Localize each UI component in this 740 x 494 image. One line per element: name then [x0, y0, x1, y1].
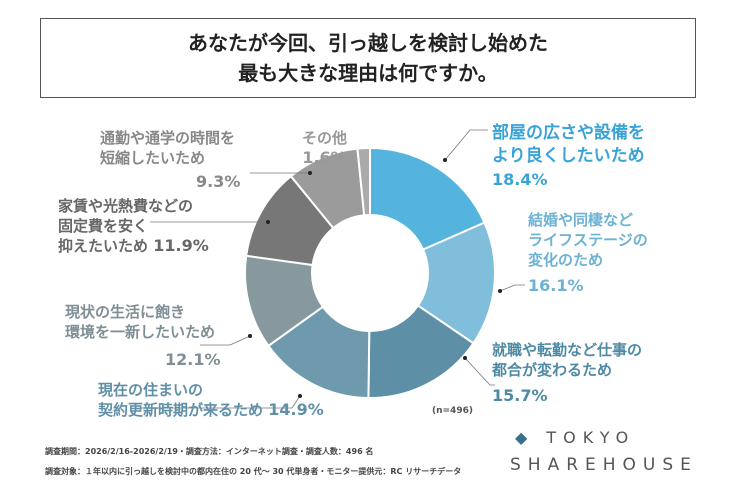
title-line-1: あなたが今回、引っ越しを検討し始めた: [188, 31, 548, 55]
leader-dot-1: [498, 289, 502, 293]
leader-dot-0: [443, 158, 447, 162]
label-slice-2: 就職や転勤など仕事の 都合が変わるため 15.7%: [492, 341, 643, 405]
label-slice-6: 通勤や通学の時間を 短縮したいため 9.3%: [100, 129, 241, 191]
leader-line-0: [444, 129, 488, 161]
leader-line-2: [464, 357, 495, 386]
label-slice-5: 家賃や光熱費などの 固定費を安く 抑えたいため 11.9%: [58, 197, 209, 255]
logo-tokyo: ◆ TOKYO: [515, 428, 636, 447]
leader-line-3: [140, 395, 301, 409]
leader-dot-2: [463, 356, 467, 360]
leader-dot-4: [248, 334, 252, 338]
logo-icon: ◆: [515, 428, 535, 447]
label-slice-4: 現状の生活に飽き 環境を一新したいため 12.1%: [65, 303, 221, 369]
leader-line-1: [499, 284, 525, 292]
footer-survey-target: 調査対象：１年以内に引っ越しを検討中の都内在住の 20 代～ 30 代単身者・モ…: [45, 467, 462, 476]
title-line-2: 最も大きな理由は何ですか。: [238, 61, 498, 85]
donut-slice-0: [369, 146, 486, 251]
footer-survey-period: 調査期間：2026/2/16-2026/2/19・調査方法：インターネット調査・…: [45, 447, 374, 456]
donut-slice-7: [356, 146, 371, 217]
leader-dot-3: [298, 394, 302, 398]
leader-dot-6: [308, 171, 312, 175]
label-slice-7: その他 1.6%: [302, 129, 348, 167]
leader-dot-5: [266, 220, 270, 224]
label-slice-0: 部屋の広さや設備を より良くしたいため 18.4%: [492, 123, 645, 189]
label-slice-1: 結婚や同棲など ライフステージの 変化のため 16.1%: [528, 211, 648, 295]
logo-sharehouse: SHAREHOUSE: [510, 455, 698, 475]
chart-title: あなたが今回、引っ越しを検討し始めた 最も大きな理由は何ですか。: [40, 18, 696, 98]
leader-line-4: [200, 335, 251, 346]
sample-size: (n=496): [432, 406, 473, 416]
label-slice-3: 現在の住まいの 契約更新時期が来るため 14.9%: [98, 381, 324, 419]
